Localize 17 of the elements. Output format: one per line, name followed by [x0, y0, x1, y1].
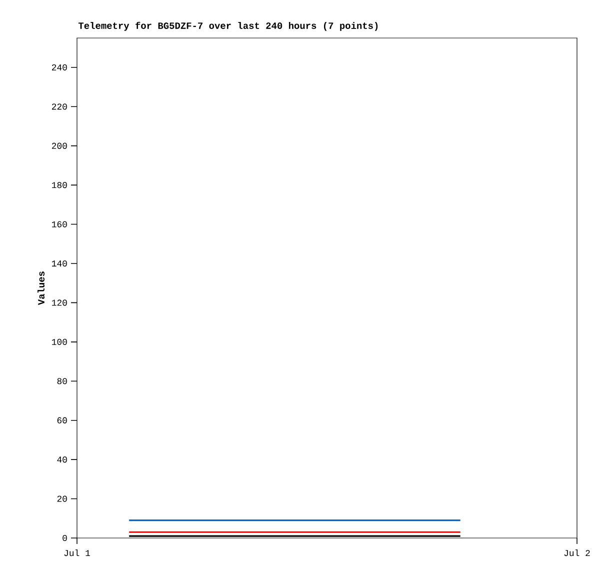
y-tick-label: 20	[57, 496, 67, 502]
y-tick-label: 0	[62, 534, 67, 542]
y-tick-label: 80	[57, 378, 67, 384]
y-tick-label: 60	[57, 417, 67, 424]
chart-title: Telemetry for BG5DZF-7 over last 240 hours (7 points)	[78, 22, 378, 31]
x-tick-label: Jul 2	[564, 550, 590, 556]
y-tick-label: 120	[52, 300, 67, 306]
y-tick-label: 220	[52, 104, 67, 110]
y-tick-label: 40	[57, 456, 67, 463]
y-tick-label: 160	[52, 221, 67, 228]
y-tick-label: 200	[52, 142, 67, 149]
y-tick-label: 140	[52, 260, 67, 267]
y-axis-title: Values	[38, 272, 44, 306]
y-tick-label: 180	[52, 182, 67, 188]
y-tick-label: 240	[52, 64, 67, 70]
y-tick-label: 100	[52, 338, 67, 345]
x-tick-label: Jul 1	[64, 550, 90, 556]
